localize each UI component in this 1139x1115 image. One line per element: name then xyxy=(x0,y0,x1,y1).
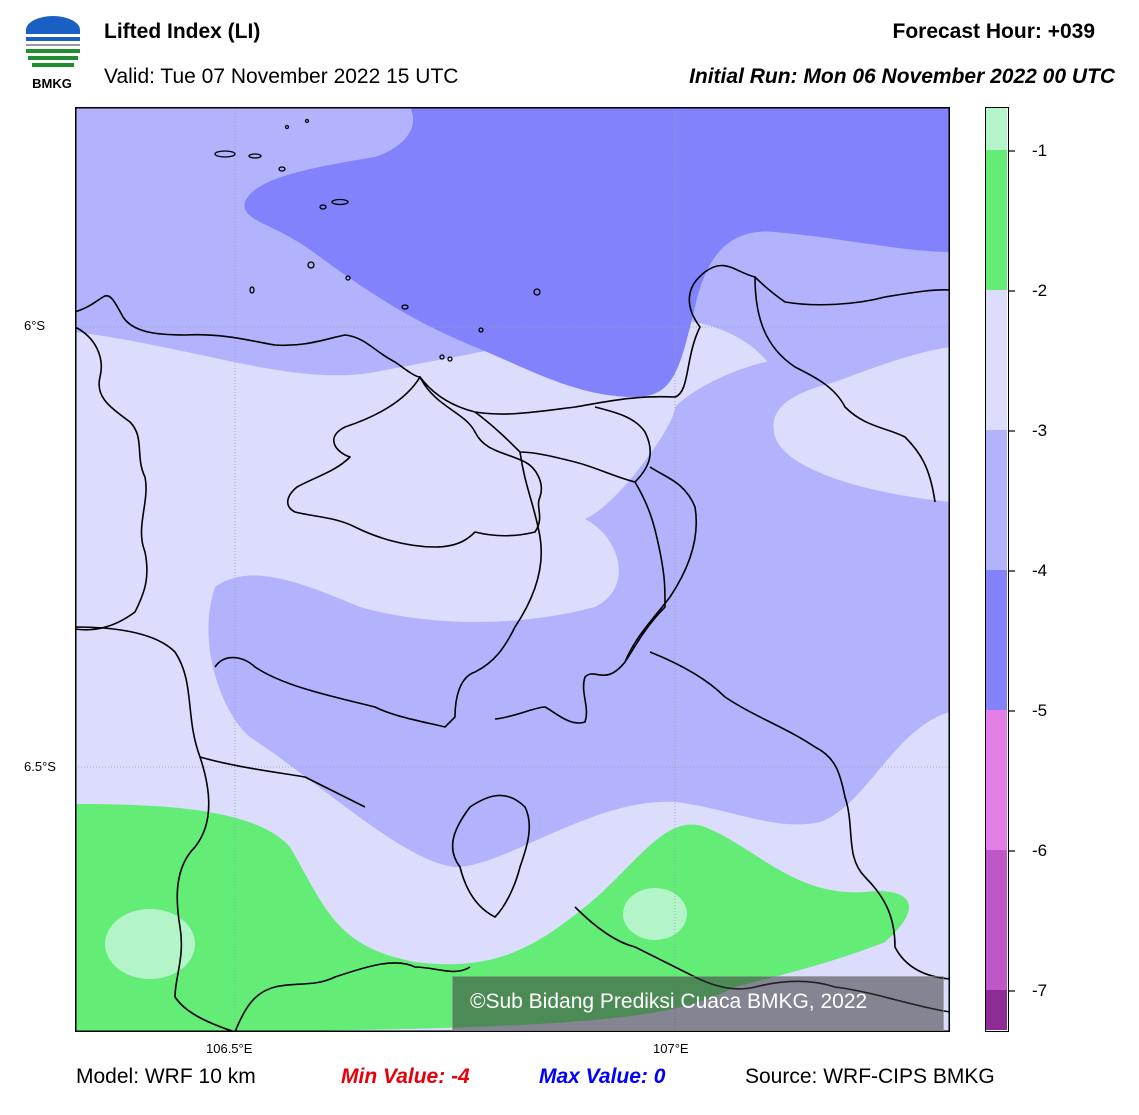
colorbar-label-4: -4 xyxy=(1032,561,1048,580)
colorbar-swatch-1-2 xyxy=(986,150,1007,290)
forecast-hour: Forecast Hour: +039 xyxy=(892,20,1096,43)
colorbar-label-3: -3 xyxy=(1032,421,1048,440)
footer-min-value: Min Value: -4 xyxy=(341,1065,470,1088)
initial-run: Initial Run: Mon 06 November 2022 00 UTC xyxy=(689,65,1115,88)
colorbar-label-7: -7 xyxy=(1032,981,1048,1000)
islands xyxy=(214,118,541,362)
field-lavender-east xyxy=(773,347,950,502)
lat-label-6s: 6°S xyxy=(24,318,46,333)
footer-source: Source: WRF-CIPS BMKG xyxy=(745,1065,995,1088)
field-dark-blue xyxy=(244,107,950,397)
lon-label-107e: 107°E xyxy=(653,1041,689,1056)
field-green xyxy=(75,804,909,1032)
footer-max-value: Max Value: 0 xyxy=(539,1065,666,1088)
field-mid-blue-band xyxy=(208,357,950,867)
lon-label-106-5e: 106.5°E xyxy=(206,1041,253,1056)
valid-time: Valid: Tue 07 November 2022 15 UTC xyxy=(104,65,459,88)
map-title: Lifted Index (LI) xyxy=(104,20,261,43)
colorbar-swatch-3-4 xyxy=(986,430,1007,570)
footer-model: Model: WRF 10 km xyxy=(76,1065,256,1088)
colorbar-swatch-4-5 xyxy=(986,570,1007,710)
colorbar-swatch-6-7 xyxy=(986,850,1007,990)
colorbar-swatch-2-3 xyxy=(986,290,1007,430)
colorbar-label-5: -5 xyxy=(1032,701,1048,720)
colorbar-label-1: -1 xyxy=(1032,141,1048,160)
logo-text: BMKG xyxy=(32,76,72,91)
watermark-box xyxy=(452,976,944,1031)
colorbar xyxy=(985,107,1009,1032)
bmkg-logo xyxy=(18,12,88,92)
map-panel xyxy=(75,107,950,1032)
watermark-text: ©Sub Bidang Prediksi Cuaca BMKG, 2022 xyxy=(470,990,868,1013)
colorbar-swatch-above-1 xyxy=(986,108,1007,150)
lat-label-6-5s: 6.5°S xyxy=(24,759,56,774)
colorbar-ticks xyxy=(1008,150,1015,992)
field-light-green-east xyxy=(623,888,687,940)
colorbar-label-2: -2 xyxy=(1032,281,1048,300)
colorbar-swatch-below-7 xyxy=(986,990,1007,1030)
colorbar-swatch-5-6 xyxy=(986,710,1007,850)
field-light-green-west xyxy=(105,909,195,979)
colorbar-label-6: -6 xyxy=(1032,841,1048,860)
gridlines xyxy=(75,107,950,1032)
